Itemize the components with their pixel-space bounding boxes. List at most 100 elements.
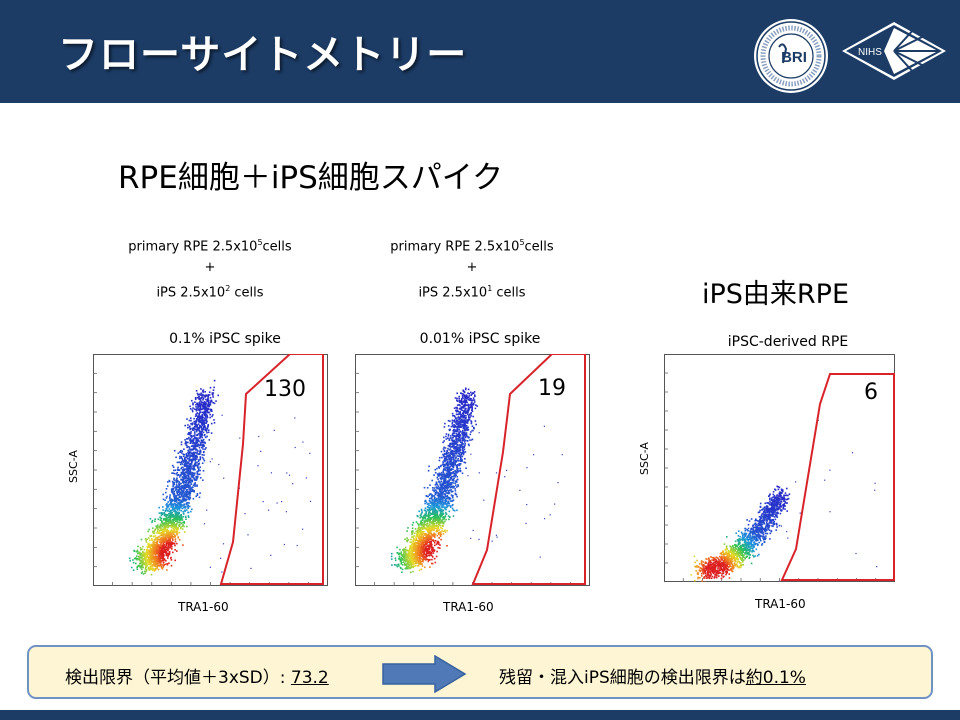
event-point [421, 539, 423, 541]
event-point [190, 436, 193, 438]
event-point [194, 426, 197, 428]
event-point [437, 543, 440, 545]
event-point [177, 536, 179, 538]
event-point [199, 477, 202, 479]
event-point [400, 567, 402, 570]
event-point [157, 525, 159, 528]
event-point [444, 469, 446, 471]
event-point [443, 450, 446, 453]
event-point [445, 469, 447, 472]
event-point [156, 567, 158, 570]
event-point [165, 491, 167, 494]
event-point [432, 547, 434, 549]
event-point [157, 555, 159, 558]
event-point [174, 544, 176, 547]
event-point [454, 459, 456, 462]
event-point [189, 454, 192, 457]
event-point [145, 566, 148, 568]
event-point [196, 392, 199, 395]
nihs-logo-text: NIHS [858, 47, 882, 58]
event-point [184, 458, 186, 460]
event-point [157, 560, 160, 562]
event-point [138, 564, 140, 567]
event-point [421, 554, 424, 557]
event-point [170, 488, 173, 491]
event-point [167, 501, 169, 503]
event-point [412, 539, 414, 542]
event-point [167, 523, 170, 526]
event-point [193, 438, 195, 440]
event-point [436, 511, 439, 514]
event-point [442, 509, 445, 512]
event-point [456, 426, 459, 428]
event-point [176, 518, 179, 520]
event-point [447, 486, 449, 488]
event-point [439, 499, 441, 501]
event-point [172, 503, 174, 506]
event-point [160, 529, 162, 531]
event-point [450, 435, 452, 437]
event-point [441, 521, 444, 523]
event-point [423, 533, 425, 535]
event-point [461, 458, 463, 461]
event-point [150, 534, 153, 537]
event-point [190, 479, 192, 481]
event-point [466, 413, 469, 416]
event-point [141, 557, 143, 560]
event-point [167, 534, 170, 537]
event-point [456, 441, 459, 443]
event-point [159, 539, 162, 541]
event-point [193, 479, 196, 481]
event-point [172, 472, 174, 474]
event-point [140, 567, 142, 569]
event-point [417, 535, 419, 538]
event-point [199, 469, 201, 472]
event-point [166, 495, 168, 498]
event-point [430, 536, 433, 539]
event-point [193, 489, 195, 492]
event-point [207, 395, 209, 398]
event-point [157, 544, 160, 547]
event-point [439, 507, 441, 509]
event-point [174, 497, 177, 499]
event-point [163, 522, 166, 524]
event-point [469, 439, 471, 441]
event-point [182, 491, 185, 494]
event-point [143, 559, 145, 561]
event-point [404, 548, 407, 551]
event-point [440, 502, 443, 505]
sparse-event-point [209, 461, 211, 463]
event-point [394, 559, 397, 562]
event-point [194, 478, 197, 481]
event-point [210, 422, 213, 425]
event-point [203, 411, 205, 414]
event-point [176, 527, 178, 529]
event-point [441, 512, 444, 515]
event-point [196, 407, 198, 410]
event-point [140, 572, 143, 574]
event-point [158, 562, 160, 565]
event-point [156, 532, 158, 534]
event-point [435, 519, 438, 521]
event-point [187, 489, 189, 491]
event-point [420, 555, 423, 558]
event-point [201, 433, 203, 435]
sparse-event-point [294, 446, 296, 449]
sparse-event-point [292, 483, 294, 485]
event-point [152, 558, 154, 561]
event-point [185, 456, 187, 459]
event-point [163, 536, 166, 539]
sparse-event-point [222, 543, 225, 545]
event-point [201, 430, 203, 433]
flow-plot-1 [93, 353, 328, 590]
event-point [470, 411, 472, 414]
event-point [430, 528, 433, 530]
event-point [155, 569, 157, 571]
event-point [451, 476, 453, 478]
event-point [398, 553, 400, 556]
event-point [167, 557, 169, 559]
event-point [433, 535, 436, 537]
event-point [191, 458, 194, 460]
event-point [440, 497, 443, 500]
event-point [182, 506, 185, 509]
